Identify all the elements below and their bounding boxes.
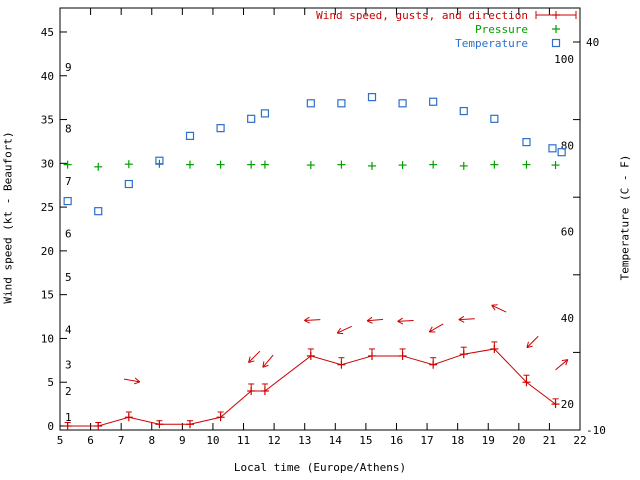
svg-text:9: 9 xyxy=(179,434,186,447)
svg-text:19: 19 xyxy=(482,434,495,447)
svg-text:20: 20 xyxy=(512,434,525,447)
svg-text:40: 40 xyxy=(561,312,574,325)
chart-legend: Wind speed, gusts, and direction Pressur… xyxy=(316,8,578,50)
svg-text:2: 2 xyxy=(65,385,72,398)
x-axis-title: Local time (Europe/Athens) xyxy=(233,461,407,474)
svg-text:9: 9 xyxy=(65,61,72,74)
svg-text:45: 45 xyxy=(41,26,54,39)
x-axis: 5 6 7 8 9 10 11 12 13 14 15 16 17 18 19 20 21 22 xyxy=(57,8,587,447)
svg-text:7: 7 xyxy=(118,434,125,447)
svg-text:7: 7 xyxy=(65,175,72,188)
svg-text:40: 40 xyxy=(41,70,54,83)
svg-text:-10: -10 xyxy=(586,424,606,437)
svg-text:5: 5 xyxy=(57,434,64,447)
svg-text:11: 11 xyxy=(237,434,250,447)
right-axis-title: Temperature (C - F) xyxy=(618,154,632,281)
svg-text:30: 30 xyxy=(41,157,54,170)
legend-item-wind: Wind speed, gusts, and direction xyxy=(316,8,578,22)
svg-text:18: 18 xyxy=(451,434,464,447)
svg-text:6: 6 xyxy=(65,227,72,240)
legend-item-pressure: Pressure xyxy=(316,22,578,36)
legend-item-temperature: Temperature xyxy=(316,36,578,50)
legend-label-temperature: Temperature xyxy=(455,36,528,50)
svg-text:15: 15 xyxy=(359,434,372,447)
svg-text:5: 5 xyxy=(47,376,54,389)
svg-text:5: 5 xyxy=(65,271,72,284)
svg-text:22: 22 xyxy=(573,434,586,447)
errorbar-sample-icon xyxy=(535,11,577,19)
left-axis: 0 5 10 15 20 25 30 35 40 45 xyxy=(41,26,67,433)
plus-marker-icon xyxy=(552,25,560,33)
svg-text:6: 6 xyxy=(87,434,94,447)
svg-text:20: 20 xyxy=(561,398,574,411)
svg-text:100: 100 xyxy=(554,53,574,66)
svg-text:10: 10 xyxy=(206,434,219,447)
legend-label-pressure: Pressure xyxy=(475,22,528,36)
svg-text:0: 0 xyxy=(47,420,54,433)
wind-series xyxy=(63,341,560,430)
svg-text:40: 40 xyxy=(586,36,599,49)
plot-border xyxy=(59,7,581,431)
svg-text:80: 80 xyxy=(561,139,574,152)
svg-text:60: 60 xyxy=(561,226,574,239)
svg-text:14: 14 xyxy=(329,434,343,447)
left-axis-title: Wind speed (kt - Beaufort) xyxy=(1,131,15,304)
svg-text:21: 21 xyxy=(543,434,556,447)
svg-text:1: 1 xyxy=(65,411,72,424)
beaufort-scale-labels: 1 2 3 4 5 6 7 8 9 xyxy=(65,61,72,424)
legend-label-wind: Wind speed, gusts, and direction xyxy=(316,8,528,22)
svg-text:4: 4 xyxy=(65,324,72,337)
svg-text:10: 10 xyxy=(41,332,54,345)
square-marker-icon xyxy=(551,38,561,48)
svg-text:20: 20 xyxy=(41,245,54,258)
right-axis: 40 -10 xyxy=(573,36,606,437)
svg-text:8: 8 xyxy=(148,434,155,447)
svg-text:25: 25 xyxy=(41,201,54,214)
fahrenheit-scale-labels: 20 40 60 80 100 xyxy=(554,53,574,411)
svg-text:16: 16 xyxy=(390,434,403,447)
temperature-series xyxy=(63,92,566,216)
svg-text:12: 12 xyxy=(267,434,280,447)
svg-text:35: 35 xyxy=(41,114,54,127)
svg-text:8: 8 xyxy=(65,122,72,135)
svg-text:3: 3 xyxy=(65,359,72,372)
svg-text:15: 15 xyxy=(41,289,54,302)
pressure-series xyxy=(63,159,560,171)
svg-text:13: 13 xyxy=(298,434,311,447)
svg-text:17: 17 xyxy=(420,434,433,447)
wind-direction-arrows xyxy=(123,304,569,385)
